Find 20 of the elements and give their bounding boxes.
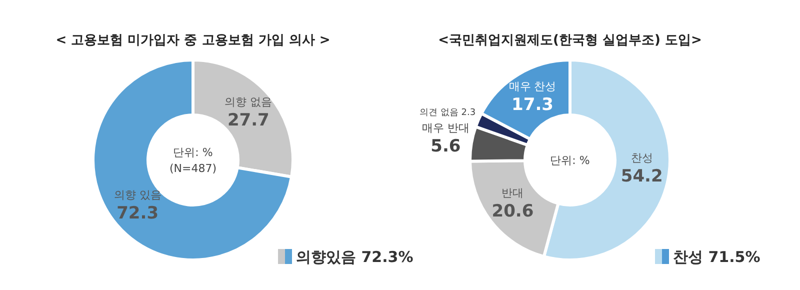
data-label: 27.7 — [227, 110, 270, 130]
chart-title: < 고용보험 미가입자 중 고용보험 가입 의사 > — [56, 33, 330, 48]
data-label: 17.3 — [512, 94, 554, 115]
text: (N=487) — [169, 162, 217, 175]
text: 단위: % — [173, 146, 213, 159]
data-label: 20.6 — [492, 201, 534, 222]
slice-label: 의향 없음 — [224, 95, 272, 108]
text: 단위: % — [550, 154, 590, 167]
data-label: 5.6 — [430, 136, 461, 157]
slice-label: 매우 찬성 — [508, 80, 556, 93]
data-label: 54.2 — [620, 166, 663, 187]
text: 찬성 71.5% — [673, 248, 760, 266]
slice-label: 의향 있음 — [114, 188, 162, 202]
chart-title: <국민취업지원제도(한국형 실업부조) 도입> — [438, 33, 702, 48]
slice-label: 매우 반대 — [422, 122, 470, 135]
text: 의향있음 72.3% — [296, 248, 414, 266]
slice-label: 찬성 — [630, 152, 653, 165]
data-label: 72.3 — [116, 204, 159, 224]
slice-label: 의견 없음 — [420, 108, 459, 118]
slice-label: 반대 — [502, 186, 524, 200]
